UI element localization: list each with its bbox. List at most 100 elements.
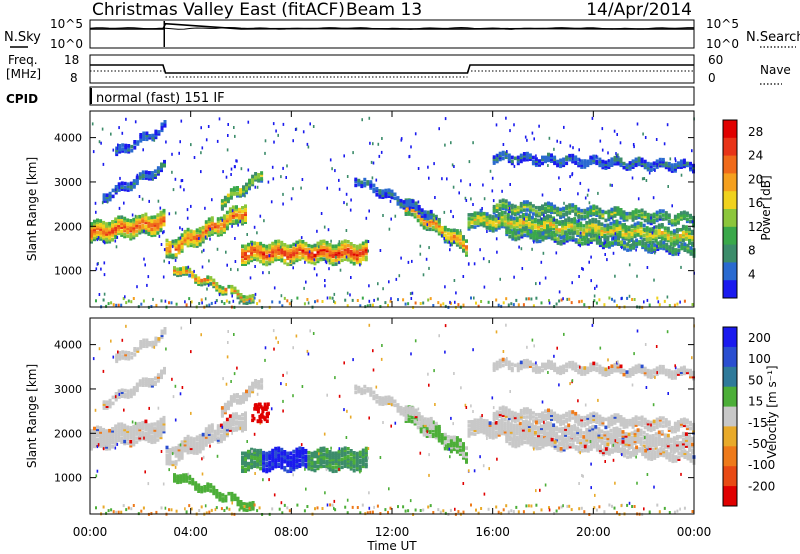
velocity-cell (313, 468, 317, 473)
power-cell (604, 166, 608, 170)
velocity-cell (422, 433, 426, 437)
velocity-cell (425, 434, 429, 438)
power-cell (598, 239, 602, 244)
power-speckle (272, 122, 275, 126)
power-cell (645, 236, 649, 240)
velocity-cell (292, 459, 296, 464)
power-cell (488, 220, 492, 224)
power-speckle (595, 154, 598, 158)
power-cell (591, 221, 595, 226)
power-cell (337, 250, 341, 255)
power-cell (654, 225, 658, 229)
power-cell (568, 297, 571, 301)
velocity-cell (361, 454, 365, 459)
velocity-cell (358, 450, 362, 455)
power-cell (665, 242, 669, 247)
nsky-panel: N.Sky 10^5 10^0 10^5 10^0 N.Search (4, 17, 800, 51)
velocity-cell (443, 446, 447, 451)
power-cell (132, 233, 136, 238)
power-cell (664, 215, 668, 219)
power-cell (419, 220, 423, 225)
power-speckle (667, 185, 669, 188)
velocity-cell (571, 416, 575, 420)
velocity-cell (498, 414, 502, 419)
power-speckle (201, 250, 203, 254)
velocity-cell (225, 433, 229, 438)
power-cell (565, 237, 569, 241)
velocity-cell (235, 416, 238, 420)
power-speckle (179, 236, 182, 240)
power-cell (244, 254, 247, 258)
power-cell (118, 144, 122, 148)
power-cell (591, 219, 595, 224)
power-speckle (103, 292, 106, 296)
power-cell (223, 203, 227, 208)
power-cell (524, 224, 528, 228)
power-cell (262, 259, 266, 264)
power-cell (492, 157, 496, 161)
power-cell (245, 297, 249, 302)
power-cell (247, 248, 250, 253)
velocity-cell (556, 413, 560, 418)
power-cell (627, 235, 631, 240)
velocity-cell (192, 451, 196, 455)
velocity-cell (286, 461, 290, 466)
power-speckle (601, 148, 604, 152)
power-cell (524, 218, 528, 222)
power-cell (552, 224, 556, 228)
power-cell (619, 159, 623, 164)
power-cell (265, 256, 269, 261)
velocity-cell (639, 438, 643, 443)
power-cell (250, 256, 254, 261)
power-cell (598, 161, 602, 166)
power-cell (138, 218, 142, 223)
power-cell (256, 255, 260, 260)
power-cell (625, 211, 629, 216)
power-cell (142, 137, 146, 141)
power-cell (511, 235, 515, 239)
velocity-cell (319, 462, 323, 467)
power-cell (352, 248, 356, 252)
power-cell (231, 215, 235, 219)
power-cell (114, 235, 118, 239)
velocity-cell (570, 428, 574, 433)
power-cell (250, 250, 254, 255)
power-cell (210, 301, 213, 305)
power-speckle (262, 271, 264, 275)
power-speckle (333, 292, 336, 296)
power-cell (679, 215, 683, 219)
power-speckle (562, 297, 564, 301)
power-cell (151, 135, 155, 140)
power-cell (414, 203, 418, 208)
power-cell (655, 159, 659, 163)
velocity-cell (525, 411, 529, 415)
power-speckle (454, 300, 456, 304)
velocity-cell (177, 451, 181, 456)
velocity-cell (102, 427, 106, 432)
velocity-cell (186, 440, 190, 445)
power-cell (150, 231, 154, 236)
power-cell (476, 221, 480, 226)
power-cell (219, 222, 223, 227)
power-speckle (637, 197, 640, 201)
power-cell (207, 217, 211, 221)
power-cell (446, 232, 450, 236)
velocity-cell (488, 435, 492, 439)
power-cell (527, 215, 531, 220)
power-speckle (604, 253, 606, 256)
freq-label: Freq. (8, 53, 38, 67)
power-cell (195, 238, 199, 242)
velocity-cell (609, 434, 613, 439)
power-cell (186, 231, 190, 236)
power-cell (658, 163, 662, 168)
power-cell (658, 159, 662, 164)
velocity-cell (180, 444, 184, 448)
velocity-cell (283, 457, 287, 462)
power-cell (652, 220, 656, 225)
power-speckle (316, 229, 318, 233)
power-speckle (599, 139, 602, 143)
power-cell (307, 247, 311, 252)
velocity-cell (530, 422, 534, 427)
power-cell (546, 226, 549, 230)
power-speckle (607, 151, 609, 155)
